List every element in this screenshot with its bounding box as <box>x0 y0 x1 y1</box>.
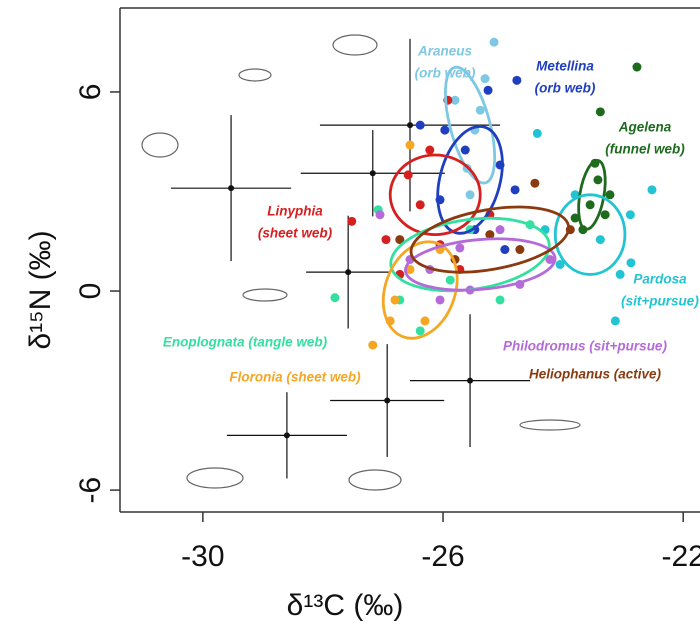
point <box>425 146 434 155</box>
x-tick-label: -22 <box>662 540 700 573</box>
point <box>484 86 493 95</box>
species-label: Agelena <box>618 120 672 135</box>
point <box>512 76 521 85</box>
prey-mean <box>345 269 351 275</box>
point <box>455 243 464 252</box>
x-axis-label: δ¹³C (‰) <box>287 589 404 622</box>
point <box>461 146 470 155</box>
point <box>390 295 399 304</box>
wasp-icon <box>239 69 271 81</box>
point <box>626 258 635 267</box>
point <box>593 175 602 184</box>
point <box>404 170 413 179</box>
hopper-icon <box>187 468 243 488</box>
y-axis-label: δ¹⁵N (‰) <box>24 230 57 349</box>
point <box>496 225 505 234</box>
point <box>596 235 605 244</box>
x-tick-label: -26 <box>421 540 464 573</box>
point <box>416 326 425 335</box>
point <box>533 129 542 138</box>
point <box>416 121 425 130</box>
bug-icon <box>243 289 287 301</box>
point <box>347 217 356 226</box>
species-label: Philodromus (sit+pursue) <box>503 339 667 354</box>
prey-mean <box>284 432 290 438</box>
prey-mean <box>384 398 390 404</box>
point <box>490 38 499 47</box>
y-tick-label: 6 <box>74 84 107 101</box>
point <box>647 185 656 194</box>
point <box>596 107 605 116</box>
point <box>330 293 339 302</box>
species-label: (funnel web) <box>605 142 685 157</box>
point <box>476 106 485 115</box>
insect-icons <box>142 35 580 490</box>
point <box>515 245 524 254</box>
beetle-icon <box>142 133 178 157</box>
species-label: (sheet web) <box>258 226 333 241</box>
species-label: (sit+pursue) <box>621 294 699 309</box>
point <box>611 316 620 325</box>
point <box>500 245 509 254</box>
point <box>436 295 445 304</box>
species-label: Araneus <box>417 44 473 59</box>
species-label: (orb web) <box>415 66 476 81</box>
point <box>601 210 610 219</box>
point <box>381 235 390 244</box>
prey-mean <box>467 378 473 384</box>
prey-mean <box>407 122 413 128</box>
species-label: Pardosa <box>633 272 687 287</box>
mosquito-icon <box>520 420 580 430</box>
point <box>530 179 539 188</box>
fly-icon <box>333 35 377 55</box>
point <box>368 341 377 350</box>
point <box>586 200 595 209</box>
y-tick-label: 0 <box>74 283 107 300</box>
point <box>406 141 415 150</box>
point <box>446 276 455 285</box>
species-label: (orb web) <box>535 81 596 96</box>
x-tick-label: -30 <box>181 540 224 573</box>
point <box>416 200 425 209</box>
point <box>421 316 430 325</box>
y-tick-label: -6 <box>74 477 107 504</box>
point <box>511 185 520 194</box>
point <box>616 270 625 279</box>
point <box>375 210 384 219</box>
point <box>481 74 490 83</box>
prey-mean <box>228 185 234 191</box>
species-label: Heliophanus (active) <box>529 367 662 382</box>
woodlouse-icon <box>349 470 401 490</box>
species-label: Enoplognata (tangle web) <box>163 335 328 350</box>
chart: δ¹³C (‰) δ¹⁵N (‰) -30 -26 -22 -6 0 6 Araneus (o… <box>0 0 700 636</box>
point <box>632 63 641 72</box>
point <box>440 126 449 135</box>
species-label: Linyphia <box>267 204 323 219</box>
species-label: Floronia (sheet web) <box>229 370 361 385</box>
point <box>496 295 505 304</box>
prey-mean <box>370 170 376 176</box>
point <box>626 210 635 219</box>
point <box>466 190 475 199</box>
species-label: Metellina <box>536 59 594 74</box>
